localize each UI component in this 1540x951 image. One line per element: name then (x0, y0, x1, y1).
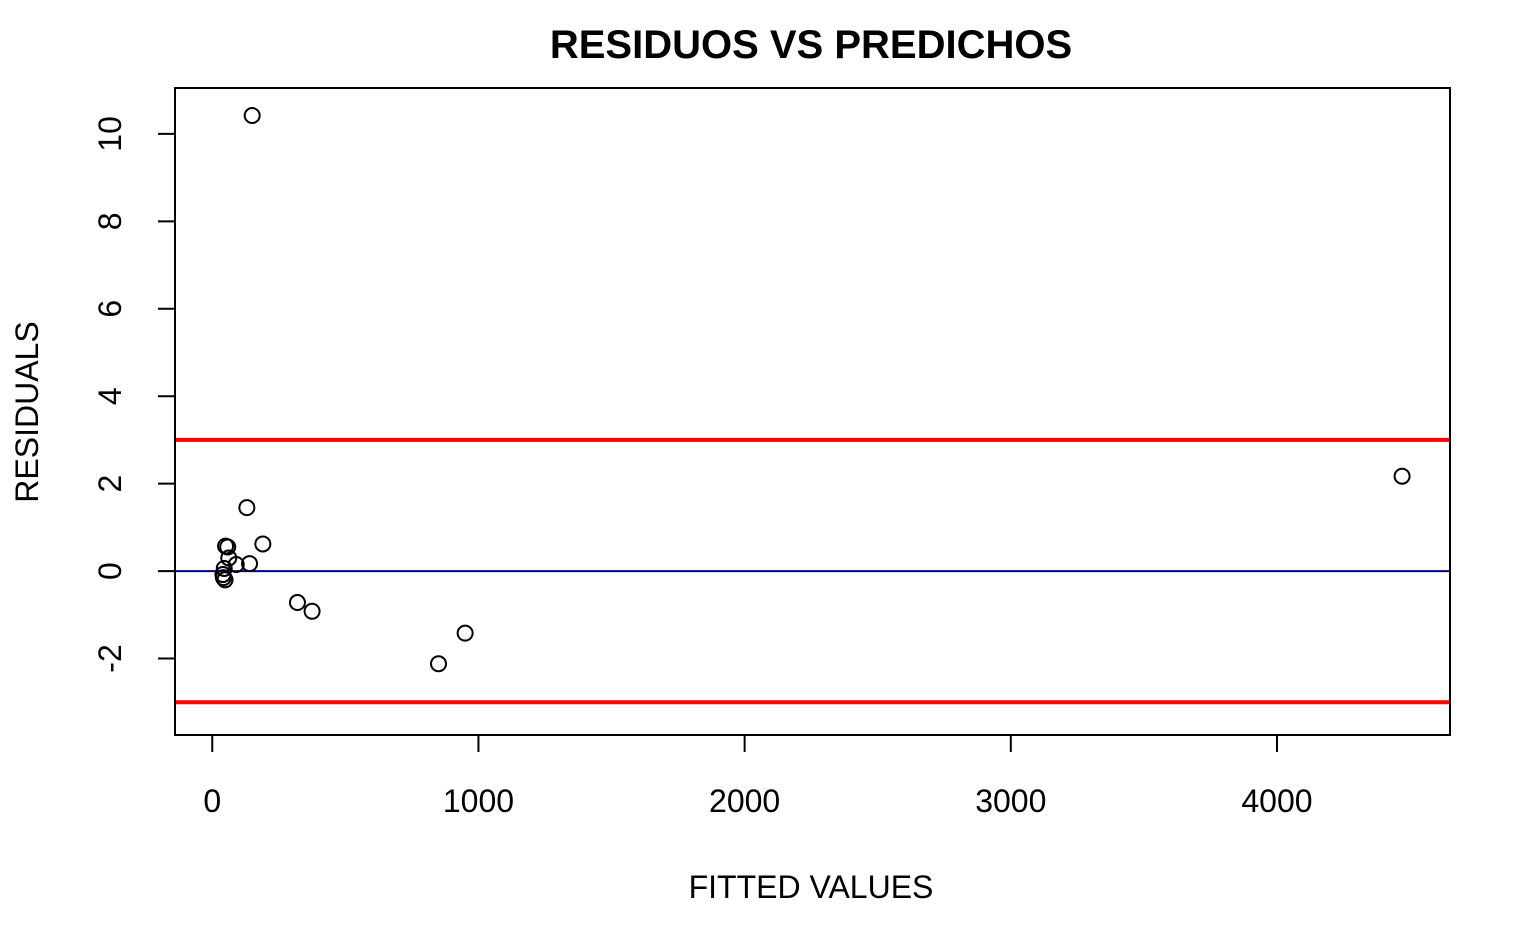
y-tick-label: 8 (92, 212, 128, 230)
y-tick-label: -2 (92, 644, 128, 672)
data-point (303, 602, 321, 620)
plot-area (174, 87, 1451, 736)
x-tick-label: 0 (203, 783, 221, 819)
data-point (1393, 467, 1411, 485)
data-point (214, 569, 232, 587)
data-point (219, 538, 237, 556)
y-tick-label: 2 (92, 475, 128, 493)
x-tick-label: 3000 (975, 783, 1046, 819)
x-tick-label: 2000 (709, 783, 780, 819)
data-point (227, 556, 245, 574)
data-point (216, 571, 234, 589)
x-tick-label: 4000 (1241, 783, 1312, 819)
y-axis-label: RESIDUALS (9, 321, 45, 502)
data-point (215, 559, 233, 577)
data-point (254, 535, 272, 553)
data-point (243, 107, 261, 125)
data-point (238, 499, 256, 517)
x-axis: 0 1000 2000 3000 4000 (203, 734, 1313, 819)
y-tick-label: 4 (92, 387, 128, 405)
data-point (241, 555, 259, 573)
y-tick-label: 10 (92, 116, 128, 152)
chart-title: RESIDUOS VS PREDICHOS (550, 23, 1072, 67)
y-tick-label: 6 (92, 300, 128, 318)
data-point (456, 624, 474, 642)
y-axis: -2 0 2 4 6 8 10 (92, 116, 176, 673)
x-tick-label: 1000 (443, 783, 514, 819)
x-axis-label: FITTED VALUES (689, 869, 934, 905)
y-tick-label: 0 (92, 562, 128, 580)
data-point (430, 655, 448, 673)
plot-frame (174, 87, 1451, 736)
data-point (288, 594, 306, 612)
